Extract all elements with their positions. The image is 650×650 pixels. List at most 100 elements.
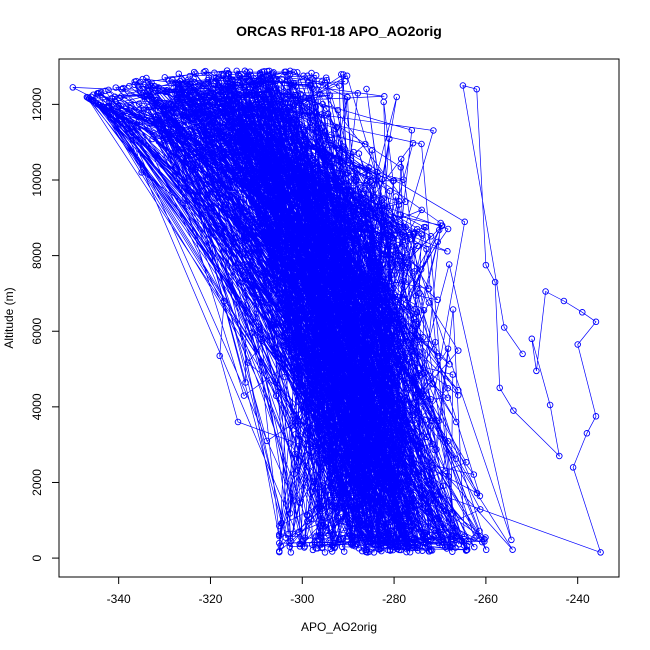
data-point: [358, 274, 366, 282]
data-point: [369, 421, 377, 429]
data-point: [356, 263, 363, 270]
data-point: [430, 127, 437, 134]
data-point: [193, 139, 200, 147]
data-point: [185, 132, 193, 139]
data-point: [351, 503, 359, 510]
data-point: [415, 370, 423, 377]
data-point: [410, 492, 418, 499]
y-tick-label: 4000: [30, 393, 44, 420]
data-point: [239, 122, 246, 130]
data-point: [386, 366, 394, 374]
data-point: [364, 479, 372, 486]
data-point: [312, 128, 320, 136]
data-point: [268, 201, 276, 208]
data-point: [410, 543, 418, 550]
data-point: [363, 341, 370, 349]
data-point: [363, 186, 370, 193]
data-point: [409, 517, 416, 525]
data-point: [246, 272, 254, 280]
data-point: [296, 316, 304, 323]
data-point: [306, 333, 313, 340]
data-point: [375, 518, 382, 525]
data-point: [302, 94, 309, 101]
data-point: [349, 542, 356, 549]
data-point: [291, 450, 299, 458]
data-point: [218, 108, 225, 116]
data-point: [392, 261, 400, 268]
data-point: [283, 95, 290, 103]
x-tick-label: -240: [566, 592, 590, 606]
data-point: [260, 195, 268, 202]
data-point: [290, 201, 297, 209]
data-point: [362, 140, 369, 148]
data-point: [398, 534, 406, 542]
plot-area: [69, 67, 604, 556]
data-point: [422, 416, 429, 424]
data-point: [334, 171, 341, 178]
data-point: [131, 81, 138, 89]
data-point: [337, 187, 344, 194]
data-point: [381, 214, 388, 221]
data-point: [297, 242, 305, 250]
data-point: [400, 176, 407, 183]
data-point: [365, 245, 373, 252]
data-point: [347, 302, 354, 310]
y-tick-label: 6000: [30, 318, 44, 345]
data-point: [255, 222, 262, 230]
data-point: [350, 274, 357, 282]
data-point: [363, 546, 371, 554]
data-point: [354, 90, 362, 97]
data-point: [385, 321, 393, 328]
data-point: [269, 176, 276, 183]
data-point: [348, 503, 355, 511]
data-point: [192, 148, 199, 156]
data-point: [235, 138, 242, 146]
data-point: [519, 350, 526, 358]
data-point: [242, 379, 249, 386]
data-point: [321, 410, 329, 418]
data-point: [417, 416, 424, 424]
data-point: [365, 164, 373, 171]
data-point: [351, 441, 358, 448]
data-point: [179, 199, 187, 206]
data-point: [414, 547, 422, 554]
data-point: [136, 87, 143, 94]
data-point: [400, 277, 408, 285]
data-point: [370, 172, 377, 179]
y-tick-label: 8000: [30, 242, 44, 269]
data-point: [415, 393, 422, 400]
data-point: [338, 449, 346, 457]
data-point: [307, 515, 315, 523]
data-point: [327, 545, 334, 553]
data-point: [347, 429, 354, 437]
data-point: [476, 492, 484, 500]
data-point: [311, 188, 318, 196]
data-point: [286, 80, 294, 88]
data-point: [445, 473, 453, 480]
data-point: [345, 352, 353, 359]
data-point: [180, 137, 187, 145]
data-point: [332, 196, 339, 204]
data-point: [331, 288, 338, 296]
x-tick-label: -340: [107, 592, 131, 606]
data-point: [94, 90, 101, 97]
data-point: [408, 544, 416, 552]
data-point: [223, 97, 230, 105]
data-point: [322, 246, 330, 253]
data-point: [321, 351, 329, 359]
data-point: [163, 87, 171, 94]
data-point: [331, 435, 338, 443]
data-point: [597, 549, 604, 556]
data-point: [385, 472, 392, 480]
data-point: [376, 483, 384, 490]
data-point: [149, 135, 156, 143]
data-point: [378, 231, 386, 238]
data-point: [374, 532, 382, 539]
data-point: [230, 146, 238, 153]
data-point: [175, 79, 182, 86]
data-point: [546, 401, 554, 409]
data-point: [168, 108, 176, 115]
data-point: [396, 392, 404, 400]
data-point: [280, 164, 288, 171]
data-point: [402, 198, 409, 206]
